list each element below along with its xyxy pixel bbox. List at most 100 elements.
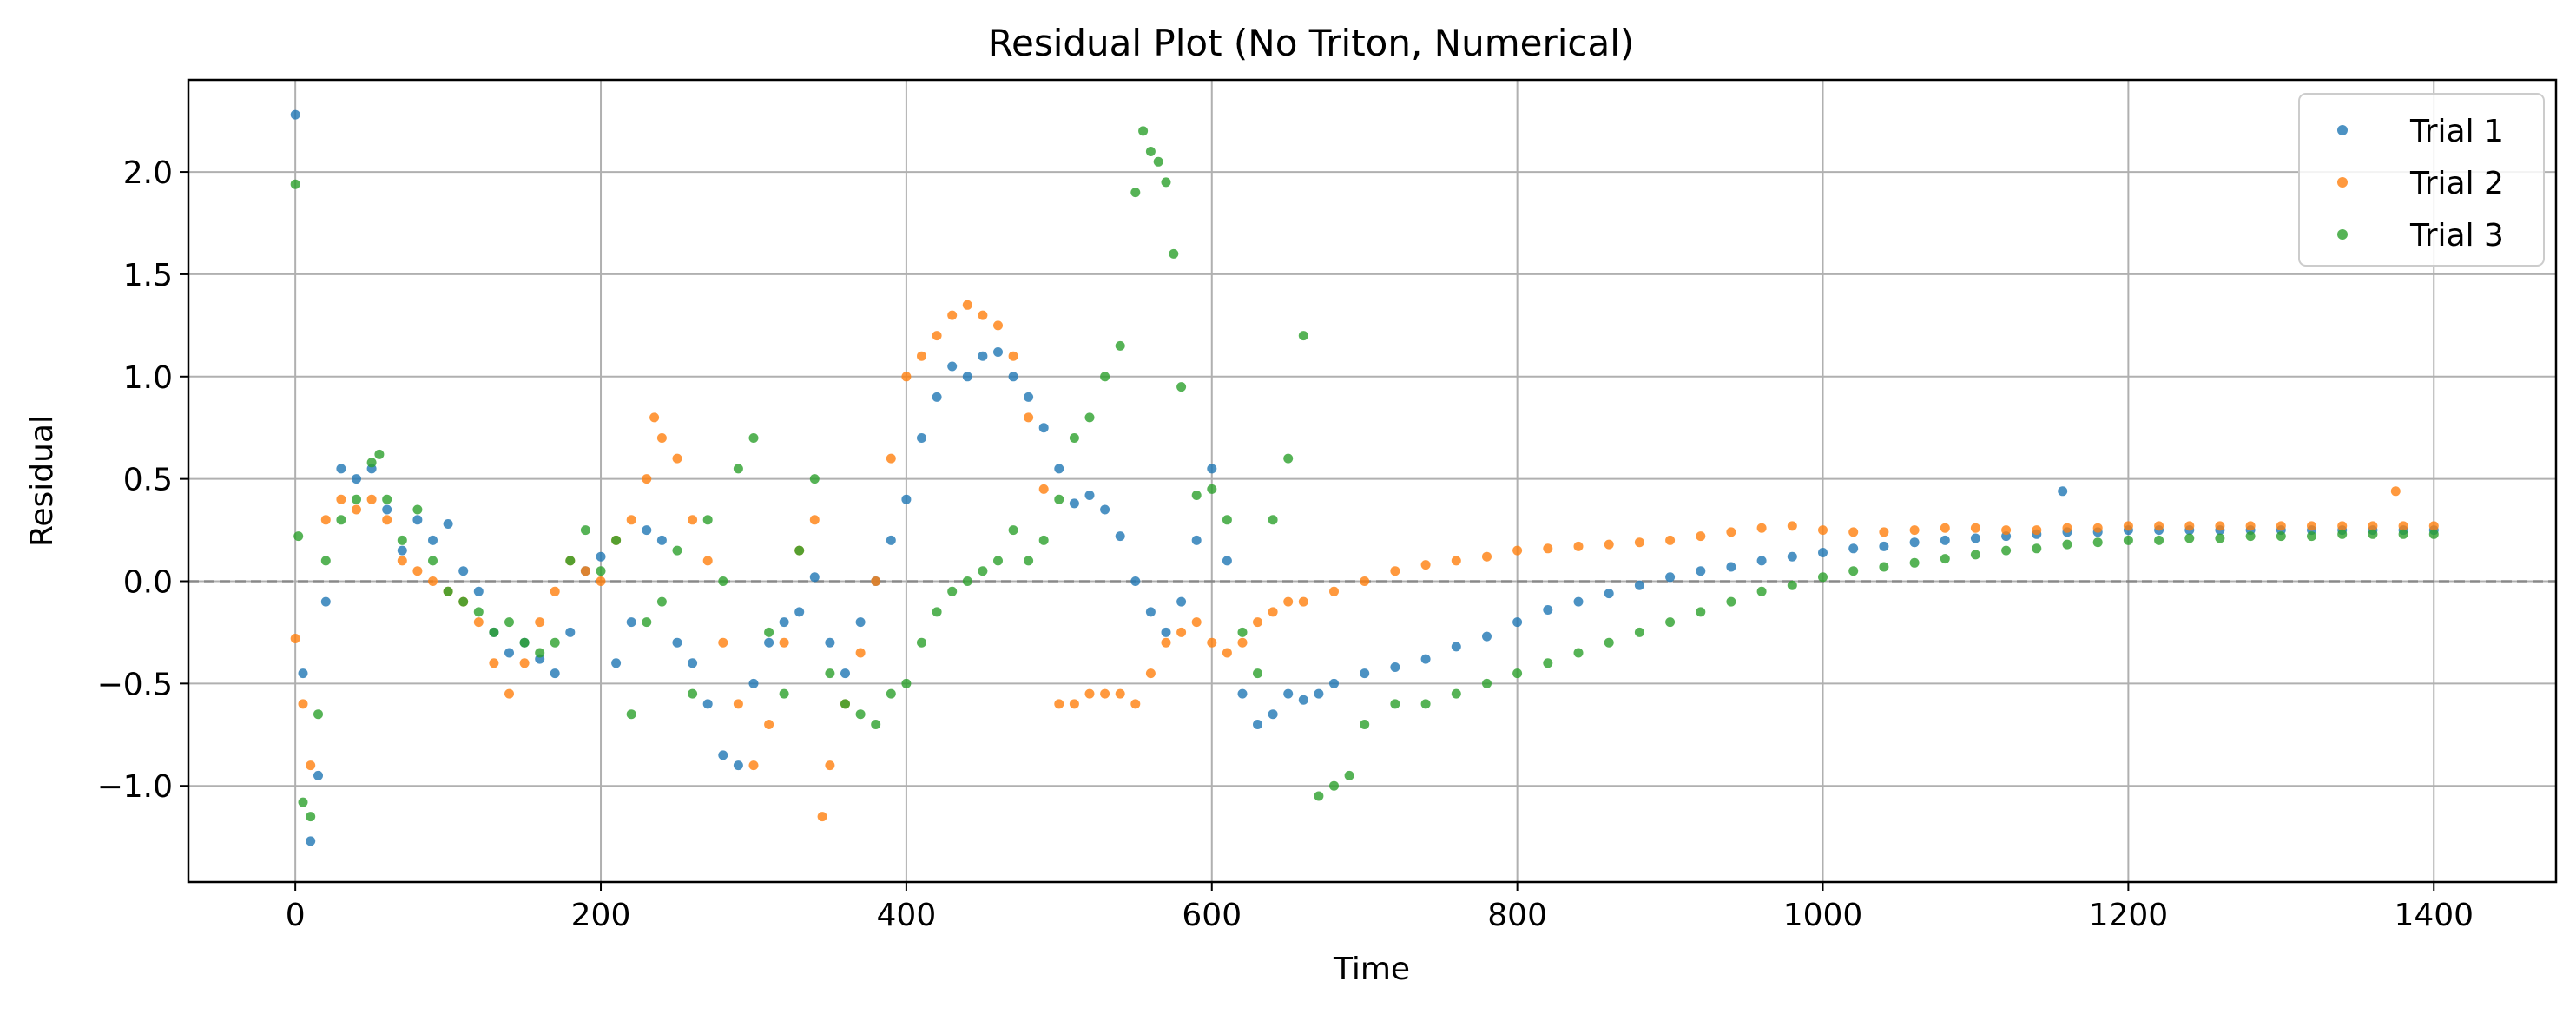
data-point <box>1222 515 1232 525</box>
y-tick-label: 0.0 <box>123 565 173 601</box>
data-point <box>2245 531 2256 542</box>
data-point <box>672 545 682 556</box>
data-point <box>1665 535 1676 545</box>
data-point <box>1909 557 1920 568</box>
data-point <box>298 797 308 807</box>
data-point <box>978 351 988 361</box>
legend: Trial 1 Trial 2 Trial 3 <box>2298 93 2545 267</box>
data-point <box>1573 541 1584 551</box>
data-point <box>932 331 942 341</box>
data-point <box>1451 642 1461 652</box>
data-point <box>809 515 820 525</box>
data-point <box>1512 545 1523 556</box>
data-point <box>473 607 484 617</box>
data-point <box>1634 537 1644 548</box>
data-point <box>2184 521 2195 531</box>
data-point <box>1420 699 1431 709</box>
data-point <box>428 556 438 566</box>
data-point <box>1360 668 1370 679</box>
data-point <box>1084 688 1095 699</box>
data-point <box>535 617 545 628</box>
data-point <box>825 668 835 679</box>
data-point <box>2245 521 2256 531</box>
data-point <box>733 464 743 474</box>
data-point <box>1940 535 1950 545</box>
data-point <box>917 433 926 443</box>
data-point <box>748 678 759 688</box>
data-point <box>1207 637 1217 648</box>
legend-marker <box>2337 229 2348 240</box>
y-tick-label: 0.5 <box>123 463 173 498</box>
data-point <box>1207 484 1217 494</box>
data-point <box>1970 523 1980 533</box>
data-point <box>336 464 346 474</box>
data-point <box>458 566 469 576</box>
data-point <box>1314 688 1324 699</box>
data-point <box>1787 521 1797 531</box>
data-point <box>1696 566 1706 576</box>
data-point <box>886 688 896 699</box>
plot-frame <box>187 78 2558 884</box>
data-point <box>1084 412 1095 423</box>
data-point <box>1054 699 1064 709</box>
data-point <box>1283 596 1294 607</box>
data-point <box>2062 539 2072 550</box>
data-point <box>1145 668 1156 679</box>
data-point <box>1069 699 1079 709</box>
data-point <box>1940 554 1950 564</box>
data-point <box>748 433 759 443</box>
data-point <box>1084 491 1095 500</box>
data-point <box>473 617 484 628</box>
data-point <box>336 515 346 525</box>
y-tick-label: −0.5 <box>97 667 173 702</box>
data-point <box>702 515 713 525</box>
data-point <box>382 504 392 515</box>
data-point <box>978 310 988 320</box>
data-point <box>1268 515 1278 525</box>
data-point <box>1604 589 1614 599</box>
data-point <box>1909 537 1920 548</box>
data-point <box>702 556 713 566</box>
data-point <box>2123 535 2133 545</box>
data-point <box>1787 580 1797 590</box>
data-point <box>901 494 912 504</box>
data-point <box>794 607 805 617</box>
data-point <box>1237 627 1248 637</box>
data-point <box>1329 586 1339 596</box>
data-point <box>672 637 682 648</box>
data-point <box>2428 529 2439 539</box>
y-tick-label: 1.5 <box>123 258 173 293</box>
x-tick-label: 400 <box>877 898 937 933</box>
data-point <box>336 494 346 504</box>
data-point <box>993 320 1003 331</box>
data-point <box>1038 535 1049 545</box>
data-point <box>1329 780 1339 791</box>
data-point <box>382 515 392 525</box>
data-point <box>1298 331 1308 341</box>
data-point <box>504 688 514 699</box>
data-point <box>1360 720 1370 729</box>
data-point <box>1512 617 1523 628</box>
data-point <box>320 596 331 607</box>
data-point <box>306 836 316 846</box>
data-point <box>397 556 407 566</box>
data-point <box>1161 177 1171 188</box>
data-point <box>825 637 835 648</box>
data-point <box>1069 498 1079 509</box>
legend-marker <box>2337 177 2348 188</box>
data-point <box>1344 770 1354 780</box>
data-point <box>1573 596 1584 607</box>
data-point <box>2337 521 2348 531</box>
data-point <box>1222 648 1232 658</box>
data-point <box>1665 617 1676 628</box>
data-point <box>718 576 728 586</box>
x-axis-ticks: 0 200 400 600 800 1000 1200 1400 <box>286 882 2474 933</box>
data-point <box>718 750 728 760</box>
data-point <box>809 572 820 583</box>
y-tick-label: −1.0 <box>97 769 173 805</box>
data-point <box>2215 521 2225 531</box>
y-tick-label: 1.0 <box>123 360 173 396</box>
data-point <box>313 770 323 780</box>
data-point <box>596 576 606 586</box>
data-point <box>1115 340 1125 351</box>
